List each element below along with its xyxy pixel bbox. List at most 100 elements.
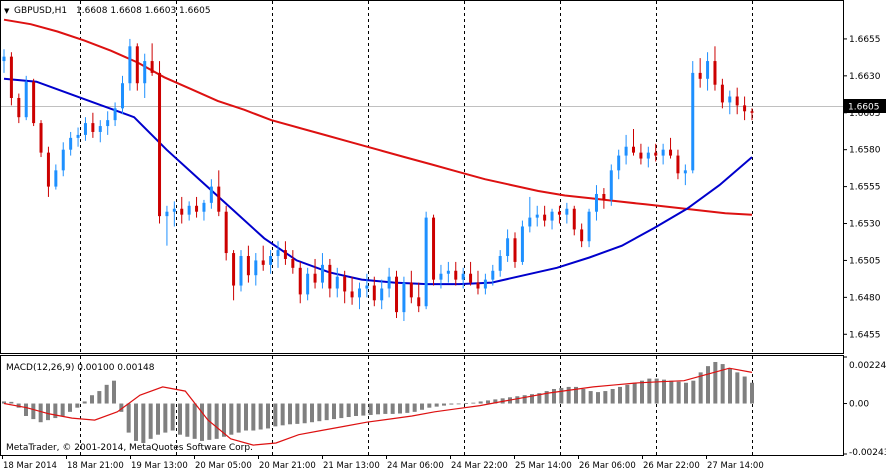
candle [61, 142, 65, 177]
macd-axis: 0.00224 0.00 -0.00243 [843, 356, 886, 458]
macd-tick-label: -0.00243 [849, 448, 886, 458]
macd-bar [383, 403, 388, 414]
time-tick-label: 26 Mar 06:00 [579, 461, 636, 471]
candle-body [39, 123, 43, 153]
candle-body [402, 282, 406, 313]
candle [172, 201, 176, 227]
candle-body [217, 186, 221, 212]
macd-bar [750, 382, 754, 404]
candle-body [365, 285, 369, 289]
candle [669, 137, 673, 159]
candle-body [165, 211, 169, 217]
main-panel-frame [0, 0, 844, 354]
macd-bar [618, 386, 622, 404]
candle [535, 205, 539, 227]
macd-bar [295, 403, 300, 424]
macd-bar [141, 403, 146, 443]
candle [76, 127, 80, 147]
candle-body [195, 205, 199, 212]
candle [269, 250, 273, 274]
candle [195, 196, 199, 218]
macd-bar [376, 403, 380, 415]
candle [476, 270, 480, 295]
candle [691, 61, 695, 174]
candle-body [343, 276, 347, 292]
candle [320, 253, 324, 289]
fast-moving-average-line [3, 77, 753, 286]
candle [728, 90, 732, 115]
current-price-marker [844, 99, 886, 113]
time-tick-label: 20 Mar 21:00 [259, 461, 316, 471]
candle [498, 250, 502, 277]
macd-bar [280, 403, 285, 426]
candle [580, 223, 584, 248]
macd-bar [713, 361, 718, 404]
symbol-label: GBPUSD,H1 [14, 6, 67, 16]
candle [246, 245, 250, 283]
macd-bar [464, 403, 468, 404]
ohlc-label: 1.6608 1.6608 1.6603 1.6605 [76, 6, 211, 16]
macd-bar [647, 378, 652, 404]
candle-body [269, 256, 273, 265]
candle [335, 267, 339, 298]
candle [683, 164, 687, 186]
candle-body [276, 250, 280, 257]
candle-body [69, 137, 73, 150]
candle-body [446, 270, 450, 274]
candle-body [172, 208, 176, 212]
macd-bar [53, 403, 58, 419]
macd-bar [398, 403, 402, 414]
candle [543, 205, 547, 227]
candle-body [550, 211, 554, 221]
candle [372, 276, 376, 307]
candle [743, 96, 747, 121]
macd-panel-frame [0, 355, 844, 456]
macd-bar [625, 384, 630, 404]
candle [706, 52, 710, 91]
candle-body [439, 273, 443, 280]
macd-bar [163, 403, 168, 433]
candle-body [454, 270, 458, 280]
candle-body [491, 270, 495, 280]
candle-body [602, 193, 606, 200]
macd-bar [559, 387, 564, 404]
candle-body [743, 105, 747, 112]
macd-bar [698, 372, 703, 404]
macd-bar [471, 402, 476, 404]
candle [135, 43, 139, 91]
macd-bar [46, 403, 50, 421]
candle [639, 143, 643, 165]
candle-body [150, 61, 154, 73]
macd-bar [266, 403, 270, 429]
candle-body [683, 170, 687, 174]
candle [217, 170, 221, 217]
candle-body [313, 273, 317, 283]
macd-bar [361, 403, 366, 416]
candle-body [232, 253, 236, 286]
macd-bar [60, 403, 65, 416]
time-tick-label: 20 Mar 05:00 [195, 461, 252, 471]
macd-bar [449, 403, 454, 405]
candle-body [54, 170, 58, 187]
candle-body [128, 46, 132, 84]
candle [128, 38, 132, 91]
candle-body [135, 46, 139, 84]
candle [439, 264, 443, 289]
candle [565, 202, 569, 224]
copyright-text: MetaTrader, © 2001-2014, MetaQuotes Soft… [6, 443, 253, 453]
macd-bar [662, 379, 666, 404]
macd-bar [75, 403, 80, 408]
macd-bar [596, 392, 600, 404]
candle-body [557, 211, 561, 215]
time-tick-label: 24 Mar 06:00 [387, 461, 444, 471]
candle-body [209, 186, 213, 203]
candle [209, 179, 213, 209]
candle [2, 49, 6, 73]
macd-bar [192, 403, 197, 439]
chart-menu-triangle-icon[interactable]: ▼ [4, 7, 10, 15]
macd-bar [390, 403, 395, 414]
macd-bar [82, 401, 87, 404]
macd-bar [420, 403, 424, 410]
candle [617, 149, 621, 180]
